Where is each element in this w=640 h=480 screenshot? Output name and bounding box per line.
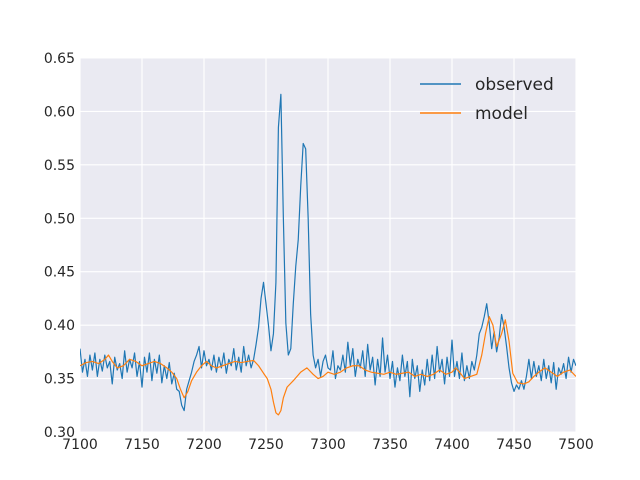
grid-lines [79,57,577,433]
y-tick-label: 0.50 [44,211,75,227]
legend-label-model: model [475,104,528,124]
y-tick-label: 0.45 [44,265,75,281]
legend-label-observed: observed [475,75,554,95]
y-tick-label: 0.40 [44,318,75,334]
series-lines [80,93,576,416]
y-tick-label: 0.65 [44,51,75,67]
x-tick-label: 7350 [372,437,408,453]
x-tick-label: 7300 [310,437,346,453]
series-line-observed [80,93,576,412]
x-tick-label: 7100 [62,437,98,453]
y-tick-label: 0.55 [44,158,75,174]
x-tick-label: 7250 [248,437,284,453]
x-tick-label: 7150 [124,437,160,453]
legend: observed model [420,75,554,124]
series-line-model [80,315,576,416]
y-tick-labels: 0.30 0.35 0.40 0.45 0.50 0.55 0.60 0.65 [44,51,75,441]
x-tick-label: 7450 [496,437,532,453]
x-tick-label: 7500 [558,437,594,453]
x-tick-label: 7200 [186,437,222,453]
x-tick-labels: 7100 7150 7200 7250 7300 7350 7400 7450 7500 [62,437,594,453]
y-tick-label: 0.60 [44,104,75,120]
x-tick-label: 7400 [434,437,470,453]
y-tick-label: 0.35 [44,372,75,388]
y-tick-label: 0.30 [44,425,75,441]
